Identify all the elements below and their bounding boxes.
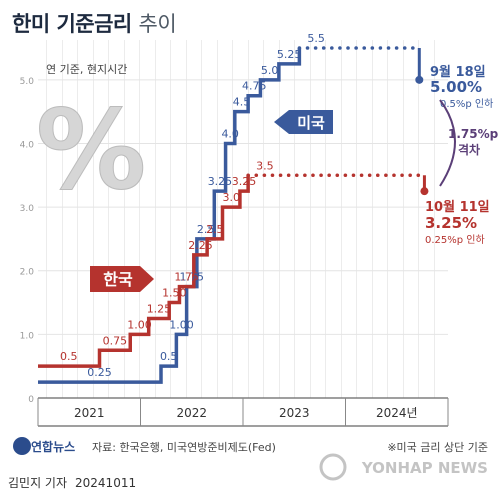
series-value-label: 5.25 <box>277 48 302 61</box>
series-value-label: 0.5 <box>160 350 178 363</box>
legend-kr: 한국 <box>90 266 154 292</box>
y-tick-label: 2.0 <box>20 268 35 278</box>
unit-note: 연 기준, 현지시간 <box>46 63 127 76</box>
author: 김민지 기자 <box>8 476 68 490</box>
us-tag-label: 미국 <box>297 114 325 132</box>
series-line-1 <box>38 175 250 368</box>
plot-grid <box>38 40 448 398</box>
x-tick-label: 2024년 <box>376 406 418 420</box>
series-value-label: 0.5 <box>60 350 78 363</box>
us-annotation: 9월 18일 5.00% 0.5%p 인하 <box>430 64 493 110</box>
logo-text: 연합뉴스 <box>31 439 75 454</box>
series-value-label: 3.25 <box>232 175 257 188</box>
us-date: 9월 18일 <box>430 64 486 80</box>
kr-value: 3.25% <box>425 214 477 232</box>
series-value-label: 2.5 <box>197 223 215 236</box>
series-value-label: 3.0 <box>222 191 240 204</box>
series-value-label: 1.50 <box>162 287 187 300</box>
series-value-label: 5.0 <box>261 64 279 77</box>
y-tick-label: 3.0 <box>20 204 35 214</box>
y-tick-label: 4.0 <box>20 140 35 150</box>
x-axis: 2021 2022 2023 2024년 <box>37 397 449 427</box>
us-value: 5.00% <box>430 78 482 96</box>
note-text: ※미국 금리 상단 기준 <box>387 441 488 454</box>
y-tick-label: 5.0 <box>20 77 35 87</box>
series-value-label: 3.5 <box>256 159 274 172</box>
series-value-label: 0.75 <box>103 334 128 347</box>
series-value-label: 1.00 <box>169 318 194 331</box>
kr-date: 10월 11일 <box>425 199 490 215</box>
gap-value: 1.75%p <box>448 127 499 141</box>
us-change: 0.5%p 인하 <box>440 97 493 110</box>
watermark-text: YONHAP NEWS <box>361 459 488 477</box>
series-value-label: 3.25 <box>208 175 233 188</box>
series-layer <box>38 46 429 384</box>
series-value-label: 5.5 <box>307 32 325 45</box>
series-value-label: 4.5 <box>233 96 251 109</box>
date: 20241011 <box>75 476 137 490</box>
kr-annotation: 10월 11일 3.25% 0.25%p 인하 <box>425 199 490 246</box>
series-value-label: 1.75 <box>180 271 205 284</box>
percent-mark: % <box>36 86 146 214</box>
series-value-label: 1.25 <box>147 302 172 315</box>
kr-tag-shape <box>90 266 154 292</box>
gap-bracket <box>439 99 456 187</box>
watermark-icon <box>319 453 347 481</box>
legend-us: 미국 <box>274 110 333 134</box>
y-tick-label: 1.0 <box>20 331 35 341</box>
chart-title: 한미 기준금리 추이 <box>12 8 177 38</box>
series-value-label: 4.75 <box>242 80 267 93</box>
series-value-label: 0.25 <box>87 366 112 379</box>
series-value-label: 1.00 <box>127 318 152 331</box>
gap-annotation: 1.75%p 격차 <box>439 99 499 187</box>
gap-label: 격차 <box>458 142 480 157</box>
series-value-label: 4.0 <box>221 127 239 140</box>
byline: 김민지 기자 20241011 <box>8 474 144 491</box>
footer: 연합뉴스 자료: 한국은행, 미국연방준비제도(Fed) ※미국 금리 상단 기… <box>13 437 488 481</box>
labels-layer: 0.25 0.5 1.00 1.75 2.5 3.25 4.0 4.5 4.75 5.0 5.25 5… <box>60 32 325 379</box>
series-end-point-0 <box>415 75 424 84</box>
series-value-label: 2.5 <box>206 223 224 236</box>
x-tick-label: 2023 <box>279 406 310 420</box>
title-light: 추이 <box>138 12 177 36</box>
logo-icon <box>13 437 31 455</box>
x-tick-label: 2021 <box>74 406 105 420</box>
us-tag-shape <box>274 110 333 134</box>
kr-change: 0.25%p 인하 <box>425 233 485 246</box>
x-tick-label: 2022 <box>176 406 207 420</box>
title-bold: 한미 기준금리 <box>12 12 132 36</box>
series-value-label: 1.75 <box>174 271 199 284</box>
series-line-0 <box>38 48 302 384</box>
series-end-point-1 <box>420 187 429 196</box>
series-value-label: 2.25 <box>188 239 213 252</box>
source-text: 자료: 한국은행, 미국연방준비제도(Fed) <box>92 441 276 454</box>
kr-tag-label: 한국 <box>103 270 133 289</box>
y-tick-label: 0 <box>28 395 34 405</box>
